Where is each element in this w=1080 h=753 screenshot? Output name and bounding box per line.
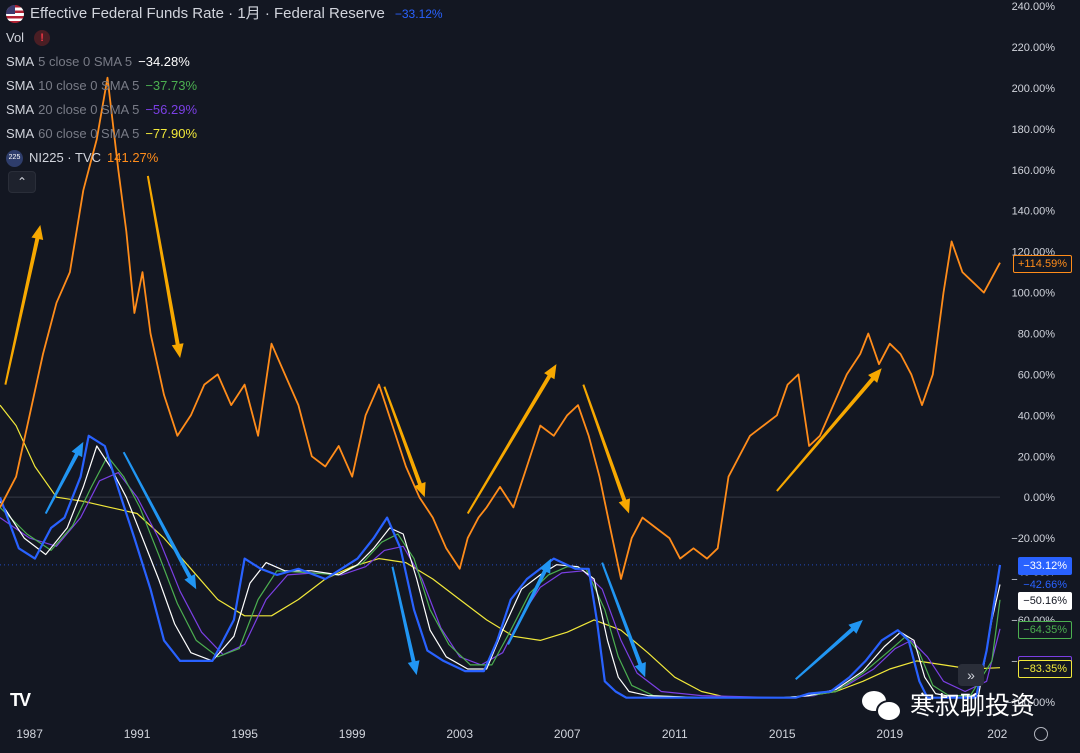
y-tick-label: 140.00% (1012, 206, 1056, 218)
legend-collapse-button[interactable]: ⌃ (8, 171, 36, 193)
price-badge: +114.59% (1012, 254, 1072, 273)
y-tick-label: 20.00% (1018, 451, 1056, 463)
legend-vol[interactable]: Vol ! (6, 26, 443, 50)
y-tick-label: 0.00% (1024, 492, 1055, 504)
annotation-arrow (4, 225, 44, 385)
chevron-up-icon: ⌃ (16, 175, 28, 189)
legend: Effective Federal Funds Rate · 1月 · Fede… (6, 2, 443, 170)
x-tick-label: 202 (987, 727, 1007, 741)
y-tick-label: 160.00% (1012, 165, 1056, 177)
sma-name: SMA (6, 102, 35, 117)
double-chevron-right-icon: » (967, 667, 975, 683)
annotation-arrow (122, 451, 197, 590)
y-tick-label: −20.00% (1011, 533, 1055, 545)
annotation-arrows (4, 175, 882, 681)
y-tick-label: 240.00% (1012, 1, 1056, 13)
x-tick-label: 1987 (16, 727, 43, 741)
series-line-sma5 (0, 445, 1001, 699)
sma-params: 60 close 0 SMA 5 (38, 126, 140, 141)
series-line-sma20 (0, 472, 1001, 699)
symbol-title: Effective Federal Funds Rate · 1月 · Fede… (30, 5, 385, 22)
annotation-arrow (383, 386, 426, 498)
y-tick-label: 180.00% (1012, 124, 1056, 136)
ni225-value: 141.27% (107, 150, 159, 165)
x-tick-label: 2011 (662, 727, 688, 741)
annotation-arrow (601, 562, 646, 678)
legend-sma-2[interactable]: SMA 20 close 0 SMA 5 −56.29% (6, 98, 443, 122)
legend-sma-3[interactable]: SMA 60 close 0 SMA 5 −77.90% (6, 122, 443, 146)
price-badge: −42.66% (1018, 576, 1072, 595)
annotation-arrow (582, 384, 631, 514)
scroll-to-realtime-button[interactable]: » (958, 664, 984, 686)
gear-icon[interactable] (1034, 727, 1048, 741)
zero-line (0, 496, 1000, 566)
annotation-arrow (507, 558, 552, 645)
warning-icon[interactable]: ! (34, 30, 51, 46)
sma-value: −34.28% (138, 54, 190, 69)
price-badge: −33.12% (1018, 556, 1072, 575)
annotation-arrow (146, 175, 184, 359)
legend-sma-1[interactable]: SMA 10 close 0 SMA 5 −37.73% (6, 74, 443, 98)
annotation-arrow (391, 566, 420, 676)
legend-main[interactable]: Effective Federal Funds Rate · 1月 · Fede… (6, 2, 443, 26)
sma-params: 10 close 0 SMA 5 (38, 78, 140, 93)
price-badge: −64.35% (1018, 620, 1072, 639)
sma-value: −56.29% (145, 102, 198, 117)
annotation-arrow (776, 368, 882, 492)
sma-name: SMA (6, 126, 35, 141)
time-axis: 1987 1991 1995 1999 2003 2007 2011 2015 2019 202 (16, 727, 1007, 741)
series-layer (0, 76, 1002, 699)
series-line-rate (0, 434, 1002, 699)
annotation-arrow (795, 619, 863, 681)
y-tick-label: −100.00% (1005, 697, 1055, 709)
y-tick-label: 40.00% (1018, 410, 1056, 422)
wechat-icon (862, 689, 902, 722)
series-line-ni225 (0, 76, 1001, 580)
price-badge: −83.35% (1018, 659, 1072, 678)
sma-value: −37.73% (145, 78, 198, 93)
us-flag-icon (6, 5, 24, 23)
x-tick-label: 1991 (124, 727, 151, 741)
watermark: 寒叔聊投资 (862, 686, 1035, 722)
annotation-arrow (44, 441, 84, 515)
y-tick-label: 80.00% (1018, 328, 1056, 340)
x-tick-label: 2015 (769, 727, 796, 741)
sma-value: −77.90% (145, 126, 198, 141)
price-badge: −50.16% (1018, 591, 1072, 610)
annotation-arrow (466, 364, 557, 515)
sma-name: SMA (6, 78, 35, 93)
sma-name: SMA (6, 54, 35, 69)
legend-ni225[interactable]: 225 NI225 · TVC 141.27% (6, 146, 443, 170)
y-tick-label: 220.00% (1012, 42, 1056, 54)
ni225-icon: 225 (6, 149, 23, 167)
y-tick-label: 100.00% (1012, 288, 1056, 300)
y-tick-label: 60.00% (1018, 369, 1056, 381)
x-tick-label: 1999 (339, 727, 366, 741)
y-tick-label: 200.00% (1012, 83, 1056, 95)
watermark-text: 寒叔聊投资 (910, 691, 1036, 720)
symbol-change: −33.12% (394, 7, 443, 21)
x-tick-label: 2007 (554, 727, 581, 741)
y-tick-label: 120.00% (1012, 247, 1056, 259)
x-tick-label: 2003 (446, 727, 473, 741)
ni225-label: NI225 · TVC (29, 150, 102, 165)
tradingview-logo[interactable]: TV (10, 690, 31, 710)
legend-sma-0[interactable]: SMA 5 close 0 SMA 5 −34.28% (6, 50, 443, 74)
series-line-sma10 (0, 455, 1001, 699)
sma-params: 20 close 0 SMA 5 (38, 102, 140, 117)
x-tick-label: 1995 (231, 727, 258, 741)
sma-params: 5 close 0 SMA 5 (38, 54, 133, 69)
x-tick-label: 2019 (876, 727, 903, 741)
vol-label: Vol (6, 30, 25, 45)
